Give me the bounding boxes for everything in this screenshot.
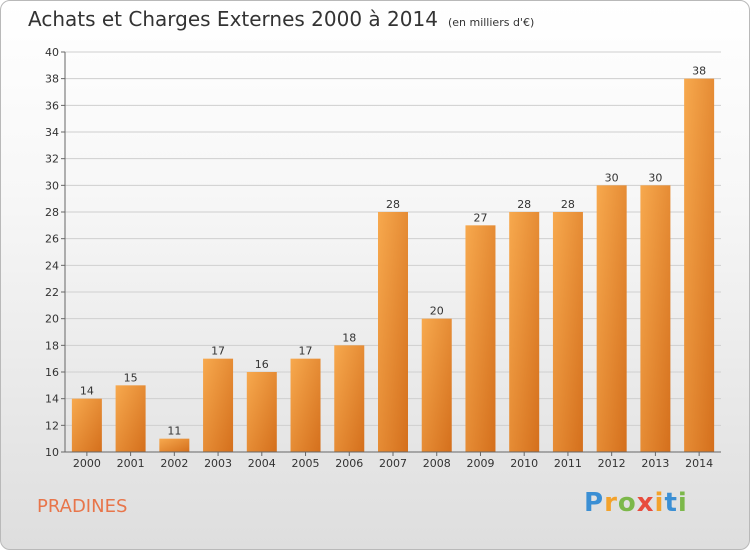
x-tick-label: 2003 xyxy=(204,457,232,470)
y-tick-label: 30 xyxy=(45,179,59,192)
bar xyxy=(378,212,408,452)
bar xyxy=(334,345,365,452)
x-tick-label: 2013 xyxy=(641,457,669,470)
data-label: 28 xyxy=(386,198,400,211)
data-label: 20 xyxy=(430,305,444,318)
y-tick-label: 38 xyxy=(45,73,59,86)
bar xyxy=(596,185,627,453)
data-label: 30 xyxy=(648,171,662,184)
y-tick-label: 20 xyxy=(45,313,59,326)
bar xyxy=(465,225,496,452)
y-tick-label: 16 xyxy=(45,366,59,379)
y-tick-label: 32 xyxy=(45,153,59,166)
bar xyxy=(509,212,540,452)
data-label: 17 xyxy=(211,345,225,358)
proxiti-logo: Proxiti xyxy=(584,488,688,518)
data-label: 28 xyxy=(561,198,575,211)
x-tick-label: 2005 xyxy=(292,457,320,470)
logo-letter: P xyxy=(584,488,605,518)
data-label: 27 xyxy=(473,211,487,224)
logo-letter: r xyxy=(604,488,618,518)
y-tick-label: 10 xyxy=(45,446,59,459)
bar xyxy=(71,398,102,452)
x-tick-label: 2009 xyxy=(466,457,494,470)
y-tick-label: 14 xyxy=(45,393,59,406)
bar xyxy=(203,358,234,452)
chart-title: Achats et Charges Externes 2000 à 2014 (e… xyxy=(28,7,534,31)
y-tick-label: 28 xyxy=(45,206,59,219)
bar xyxy=(421,318,452,452)
chart-title-text: Achats et Charges Externes 2000 à 2014 xyxy=(28,7,438,31)
bar xyxy=(552,212,583,452)
logo-letter: i xyxy=(654,488,665,518)
data-label: 11 xyxy=(167,425,181,438)
data-label: 16 xyxy=(255,358,269,371)
y-tick-label: 36 xyxy=(45,99,59,112)
bar xyxy=(115,385,146,452)
chart-unit: (en milliers d'€) xyxy=(447,16,535,29)
bar xyxy=(640,185,671,453)
logo-letter: o xyxy=(617,488,637,518)
data-label: 15 xyxy=(124,371,138,384)
bar xyxy=(290,358,321,452)
data-label: 28 xyxy=(517,198,531,211)
x-tick-label: 2008 xyxy=(423,457,451,470)
data-label: 38 xyxy=(692,65,706,78)
x-tick-label: 2012 xyxy=(598,457,626,470)
y-tick-label: 22 xyxy=(45,286,59,299)
logo-letter: t xyxy=(664,488,678,518)
bar xyxy=(684,78,715,453)
y-tick-label: 34 xyxy=(45,126,59,139)
data-label: 30 xyxy=(605,171,619,184)
data-label: 18 xyxy=(342,331,356,344)
x-tick-label: 2004 xyxy=(248,457,276,470)
commune-name: PRADINES xyxy=(37,496,128,517)
y-tick-label: 12 xyxy=(45,419,59,432)
x-tick-label: 2014 xyxy=(685,457,713,470)
x-tick-label: 2011 xyxy=(554,457,582,470)
y-tick-label: 40 xyxy=(45,46,59,59)
logo-letter: i xyxy=(677,488,688,518)
x-tick-label: 2010 xyxy=(510,457,538,470)
logo-letter: x xyxy=(636,488,655,518)
bar xyxy=(159,438,190,452)
x-tick-label: 2002 xyxy=(160,457,188,470)
data-label: 17 xyxy=(299,345,313,358)
axes: 10 12 14 16 18 20 22 24 26 28 30 32 34 36 38 40 2000 2001… xyxy=(45,46,721,470)
y-tick-label: 18 xyxy=(45,339,59,352)
x-tick-label: 2000 xyxy=(73,457,101,470)
bar xyxy=(246,372,277,452)
bars: 14 15 11 17 16 17 18 28 20 27 28 28 30 30 38 xyxy=(71,65,715,453)
y-tick-label: 26 xyxy=(45,233,59,246)
x-tick-label: 2006 xyxy=(335,457,363,470)
data-label: 14 xyxy=(80,385,94,398)
x-tick-label: 2001 xyxy=(117,457,145,470)
y-tick-label: 24 xyxy=(45,259,59,272)
x-tick-label: 2007 xyxy=(379,457,407,470)
